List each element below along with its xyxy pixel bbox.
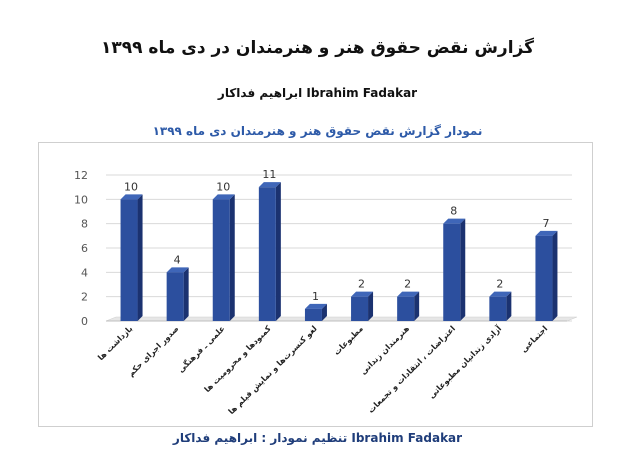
bar-front [212,199,230,321]
bar-side [229,194,235,321]
bar-side [414,291,420,321]
bar-value-label: 2 [496,278,503,291]
bar-top [258,182,281,188]
bar-top [304,303,327,309]
x-tick-label: صدور اجرای حکم [126,324,180,378]
bar-front [397,296,415,321]
bar-value-label: 10 [124,180,138,193]
bar-front [535,235,553,321]
bar-value-label: 7 [542,217,549,230]
x-tick-label: اعتراضات ، انتقادات و تجمعات [366,324,457,415]
y-tick-label: 8 [81,218,88,231]
bar-layer [120,182,558,321]
bar [120,194,143,321]
bar-side [460,218,466,321]
bar-value-label: 10 [216,180,230,193]
bar-side [552,230,558,321]
x-tick-label: آزادی زندانیان مطبوعاتی [426,323,503,400]
bar-top [212,194,235,200]
bar-value-label: 4 [174,253,181,266]
y-tick-label: 6 [81,242,88,255]
y-tick-label: 0 [81,315,88,328]
bar [304,303,327,321]
bar-side [137,194,143,321]
page-title: گزارش نقض حقوق هنر و هنرمندان در دی ماه … [100,38,535,58]
bar-side [183,267,189,321]
bar-value-label: 8 [450,205,457,218]
bar-top [351,291,374,297]
bar-front [304,308,322,321]
label-layer: 10 بازداشت ها 4 صدور اجرای حکم 10 علمی ـ فرهن… [96,168,549,417]
bar [166,267,189,321]
bar-front [351,296,369,321]
bar [443,218,466,321]
chart-title: نمودار گزارش نقض حقوق هنر و هنرمندان دی … [152,124,483,138]
bar-side [368,291,374,321]
bar [397,291,420,321]
bar-value-label: 1 [312,290,319,303]
chart-footer-credit: تنظیم نمودار : ابراهیم فداکار Ibrahim Fa… [172,431,463,445]
bar-top [535,230,558,236]
bar-top [397,291,420,297]
bar-front [489,296,507,321]
y-tick-label: 4 [81,266,88,279]
bar [351,291,374,321]
x-tick-label: بازداشت ها [96,324,134,362]
x-tick-label: اجتماعی [519,324,549,354]
bar-front [258,187,276,321]
bar-front [443,223,461,321]
y-tick-label: 10 [74,193,88,206]
bar-top [443,218,466,224]
bar-side [275,182,281,321]
bar [489,291,512,321]
x-tick-label: مطبوعات [332,324,365,357]
bar-front [120,199,138,321]
y-tick-label: 12 [74,169,88,182]
x-tick-label: علمی ـ فرهنگی [176,323,227,374]
x-tick-label: هنرمندان زندانی [359,324,412,377]
y-tick-label: 2 [81,291,88,304]
bar-value-label: 2 [404,278,411,291]
bar-side [321,303,327,321]
bar-value-label: 2 [358,278,365,291]
x-tick-label: لغو کنسرت‌ها و نمایش فیلم ها [227,324,320,417]
bar-top [120,194,143,200]
bar-top [166,267,189,273]
bar [535,230,558,321]
bar-side [506,291,512,321]
bar [258,182,281,321]
chart-frame: 0 2 4 6 8 10 12 10 بازداشت ها 4 صدور اجرای حکم 10 ع… [38,142,593,427]
bar [212,194,235,321]
bar-top [489,291,512,297]
author-line: ابراهیم فداکار Ibrahim Fadakar [217,86,418,100]
bar-value-label: 11 [262,168,276,181]
bar-front [166,272,184,321]
